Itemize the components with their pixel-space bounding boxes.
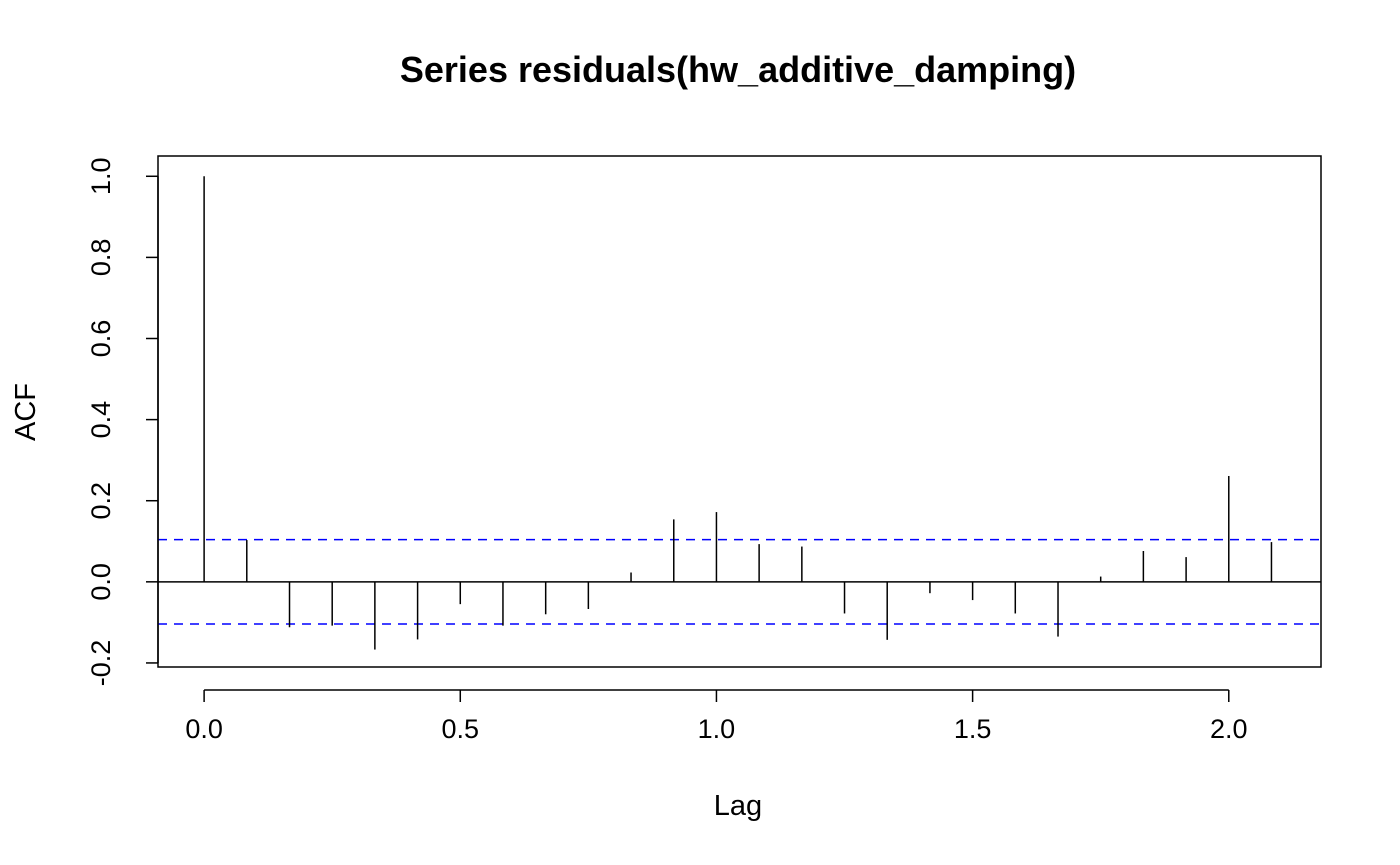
chart-title: Series residuals(hw_additive_damping) (400, 49, 1076, 90)
x-tick-label: 1.0 (698, 714, 736, 744)
x-tick-label: 1.5 (954, 714, 992, 744)
y-tick-label: 0.8 (86, 239, 116, 277)
acf-bars (203, 176, 1273, 650)
y-tick-label: 0.2 (86, 482, 116, 520)
y-tick-label: 0.4 (86, 401, 116, 439)
x-axis-label: Lag (714, 790, 762, 822)
y-axis: -0.2 0.0 0.2 0.4 0.6 0.8 1.0 (86, 158, 159, 687)
x-axis: 0.0 0.5 1.0 1.5 2.0 (185, 689, 1248, 744)
x-tick-label: 0.5 (442, 714, 480, 744)
y-tick-label: 0.6 (86, 320, 116, 358)
x-tick-label: 0.0 (185, 714, 223, 744)
y-tick-label: 1.0 (86, 158, 116, 196)
y-axis-label: ACF (10, 383, 42, 441)
y-tick-label: 0.0 (86, 563, 116, 601)
x-tick-label: 2.0 (1210, 714, 1248, 744)
y-tick-label: -0.2 (86, 640, 116, 687)
